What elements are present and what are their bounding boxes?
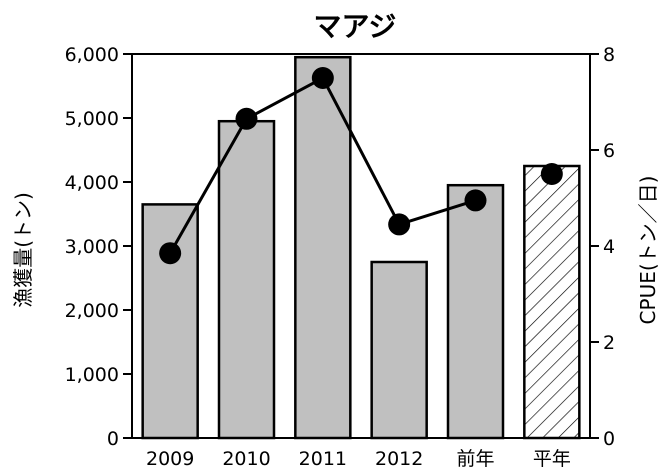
x-tick-label: 前年 xyxy=(456,448,494,470)
left-axis: 0 1,000 2,000 3,000 4,000 5,000 6,000 xyxy=(65,44,132,450)
y2-axis-title: CPUE(トン／日) xyxy=(636,176,660,325)
plot-border xyxy=(131,53,591,439)
right-tick-label: 2 xyxy=(603,332,615,354)
cpue-point-平年 xyxy=(540,163,563,185)
right-tick-label: 8 xyxy=(603,44,615,66)
bar-2009 xyxy=(141,203,199,440)
left-tick-label: 4,000 xyxy=(65,172,119,194)
cpue-point-2011 xyxy=(311,67,334,89)
y-axis-title: 漁獲量(トン) xyxy=(11,192,35,308)
left-tick-label: 3,000 xyxy=(65,236,119,258)
right-tick-label: 4 xyxy=(603,236,615,258)
cpue-point-2009 xyxy=(159,242,182,265)
chart-title: マアジ xyxy=(314,10,397,43)
x-tick-label: 2012 xyxy=(375,448,423,470)
cpue-point-前年 xyxy=(464,189,487,212)
x-tick-label: 2011 xyxy=(299,448,347,470)
cpue-point-2010 xyxy=(235,107,258,130)
bar-平年 xyxy=(523,164,581,440)
right-axis: 0 2 4 6 8 xyxy=(590,44,615,450)
cpue-line xyxy=(159,67,563,265)
left-tick-label: 0 xyxy=(107,428,119,450)
plot-frame xyxy=(131,53,591,439)
x-tick-label: 2009 xyxy=(146,448,194,470)
x-tick-label: 2010 xyxy=(222,448,270,470)
left-tick-label: 2,000 xyxy=(65,300,119,322)
bar-2010 xyxy=(217,119,276,440)
x-axis: 2009 2010 2011 2012 前年 平年 xyxy=(146,448,571,470)
x-tick-label: 平年 xyxy=(533,448,571,470)
left-tick-label: 6,000 xyxy=(65,44,119,66)
bar-2012 xyxy=(370,260,428,440)
cpue-point-2012 xyxy=(388,213,411,236)
left-tick-label: 1,000 xyxy=(65,364,119,386)
right-tick-label: 6 xyxy=(603,140,615,162)
bar-2011 xyxy=(294,55,352,440)
bar-前年 xyxy=(446,183,505,440)
right-tick-label: 0 xyxy=(603,428,615,450)
left-tick-label: 5,000 xyxy=(65,108,119,130)
bars xyxy=(141,55,581,440)
